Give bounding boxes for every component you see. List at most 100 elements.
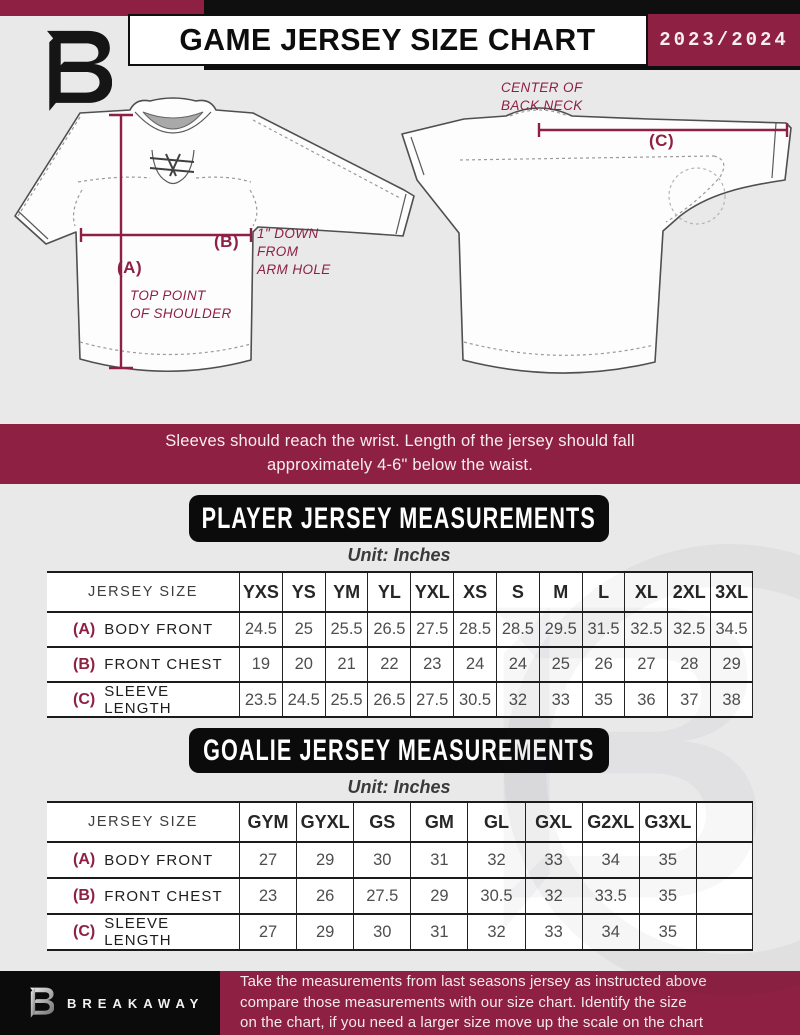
row-name: SLEEVE LENGTH: [104, 683, 172, 717]
measurement-cell: 33: [538, 683, 582, 717]
table-row: (B) FRONT CHEST 23 26 27.5 29 30.5 32 33.5 35: [47, 877, 753, 913]
size-column-header: M: [538, 573, 582, 611]
measurement-cell: 33.5: [581, 879, 639, 913]
measurement-cell: 34.5: [710, 613, 753, 646]
measurement-cell: 26.5: [367, 683, 410, 717]
measurement-cell: 35: [581, 683, 625, 717]
table-row: (A) BODY FRONT 24.5 25 25.5 26.5 27.5 28.5 28.5 2…: [47, 611, 753, 646]
size-column-header: G3XL: [638, 803, 696, 841]
page-title: GAME JERSEY SIZE CHART: [128, 14, 648, 66]
measurement-cell: 29: [296, 843, 353, 877]
fit-note-line1: Sleeves should reach the wrist. Length o…: [165, 432, 635, 451]
table-row: (A) BODY FRONT 27 29 30 31 32 33 34 35: [47, 841, 753, 877]
measurement-cell: 33: [524, 843, 582, 877]
measurement-cell: 24.5: [281, 683, 325, 717]
table-row: (C) SLEEVE LENGTH 23.5 24.5 25.5 26.5 27.5 30.5…: [47, 681, 753, 717]
size-column-header: XS: [453, 573, 496, 611]
footer-line1: Take the measurements from last seasons …: [240, 972, 707, 990]
footer-instructions: Take the measurements from last seasons …: [220, 971, 800, 1035]
row-key: (A): [73, 851, 96, 868]
row-label: (A) BODY FRONT: [47, 613, 239, 646]
measurement-cell: 29: [410, 879, 467, 913]
row-label: (B) FRONT CHEST: [47, 648, 239, 681]
table-header-row: JERSEY SIZE GYM GYXL GS GM GL GXL G2XL G3XL: [47, 801, 753, 841]
measurement-cell: 23: [410, 648, 453, 681]
measurement-cell: 29: [296, 915, 353, 949]
size-column-header: GXL: [524, 803, 582, 841]
measurement-cell: 29: [710, 648, 753, 681]
row-label: (C) SLEEVE LENGTH: [47, 683, 239, 717]
row-key: (B): [73, 887, 96, 904]
measurement-cell: 25.5: [324, 683, 368, 717]
player-unit-label: Unit: Inches: [347, 545, 451, 565]
size-column-header: GL: [467, 803, 524, 841]
jersey-size-header: JERSEY SIZE: [87, 584, 198, 600]
goalie-measurements-table: JERSEY SIZE GYM GYXL GS GM GL GXL G2XL G3XL (A) BO…: [47, 801, 753, 951]
measurement-cell: 32: [524, 879, 582, 913]
measurement-c-caption-line2: BACK NECK: [501, 97, 583, 113]
measurement-cell: 26.5: [367, 613, 410, 646]
measurement-cell: 24: [453, 648, 496, 681]
row-name: FRONT CHEST: [104, 656, 223, 673]
measurement-cell: 30: [353, 915, 410, 949]
size-column-header: YS: [281, 573, 325, 611]
footer-line3: on the chart, if you need a larger size …: [240, 1014, 704, 1032]
measurement-cell: 32: [467, 843, 524, 877]
measurement-cell: 25: [538, 648, 582, 681]
measurement-cell: 28.5: [453, 613, 496, 646]
row-key: (C): [73, 923, 96, 940]
measurement-b-label: (B): [214, 232, 240, 251]
measurement-cell: 30.5: [453, 683, 496, 717]
measurement-cell: 32.5: [667, 613, 710, 646]
measurement-a-label: (A): [117, 258, 143, 277]
measurement-cell: 23.5: [239, 683, 282, 717]
row-name: SLEEVE LENGTH: [104, 915, 172, 949]
measurement-cell: 34: [581, 915, 639, 949]
measurement-cell: 27: [239, 843, 296, 877]
measurement-cell: 26: [581, 648, 625, 681]
measurement-cell: 35: [638, 843, 696, 877]
measurement-cell: 20: [281, 648, 325, 681]
size-column-header: S: [495, 573, 539, 611]
row-name: FRONT CHEST: [104, 887, 223, 905]
footer-line2: compare those measurements with our size…: [240, 993, 687, 1011]
measurement-cell: 31: [410, 843, 467, 877]
jersey-diagrams: [14, 97, 792, 374]
measurement-a-caption: TOP POINT OF SHOULDER: [130, 287, 232, 323]
fit-note-banner: Sleeves should reach the wrist. Length o…: [0, 424, 800, 484]
size-column-header: GM: [410, 803, 467, 841]
measurement-b-caption-line3: ARM HOLE: [257, 261, 331, 277]
row-name: BODY FRONT: [104, 621, 214, 638]
measurement-cell: 21: [324, 648, 368, 681]
measurement-cell: 34: [581, 843, 639, 877]
measurement-cell: 30: [353, 843, 410, 877]
season-text: 2023/2024: [659, 29, 789, 51]
measurement-cell: 26: [296, 879, 353, 913]
measurement-cell: 32.5: [624, 613, 667, 646]
measurement-cell: 27.5: [410, 613, 453, 646]
season-badge: 2023/2024: [648, 14, 800, 66]
size-column-header: L: [581, 573, 625, 611]
measurement-c-caption: CENTER OF BACK NECK: [501, 79, 583, 115]
row-key: (B): [73, 655, 96, 673]
top-maroon-stripe: [0, 0, 204, 16]
measurement-cell: 37: [667, 683, 710, 717]
measurement-cell: 27: [624, 648, 667, 681]
measurement-cell: 27: [239, 915, 296, 949]
size-column-header: YXL: [410, 573, 453, 611]
measurement-cell: 22: [367, 648, 410, 681]
measurement-c-caption-line1: CENTER OF: [501, 80, 583, 95]
measurement-cell: 36: [624, 683, 667, 717]
brand-name: BREAKAWAY: [67, 995, 205, 1011]
size-column-header: XL: [624, 573, 667, 611]
goalie-unit-label: Unit: Inches: [347, 777, 451, 797]
measurement-cell: 33: [524, 915, 582, 949]
row-key: (C): [73, 691, 96, 708]
measurement-cell: 24.5: [239, 613, 282, 646]
measurement-cell: [695, 879, 753, 913]
row-label: (A) BODY FRONT: [47, 843, 239, 877]
measurement-a-caption-line1: TOP POINT: [130, 288, 206, 303]
measurement-b-caption-line2: FROM: [257, 243, 299, 259]
size-column-header: [695, 803, 753, 841]
